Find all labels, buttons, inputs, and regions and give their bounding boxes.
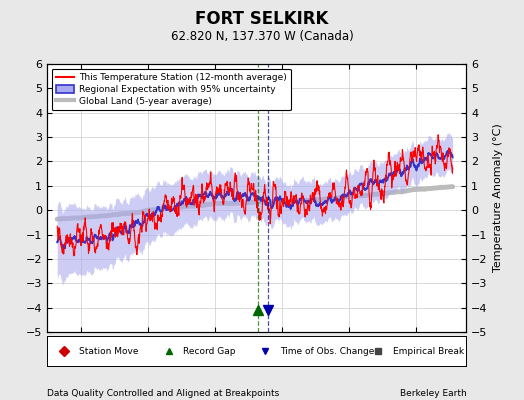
Text: Time of Obs. Change: Time of Obs. Change <box>280 346 374 356</box>
Text: Empirical Break: Empirical Break <box>393 346 464 356</box>
Text: Record Gap: Record Gap <box>183 346 236 356</box>
Text: FORT SELKIRK: FORT SELKIRK <box>195 10 329 28</box>
Text: Data Quality Controlled and Aligned at Breakpoints: Data Quality Controlled and Aligned at B… <box>47 389 279 398</box>
Text: Station Move: Station Move <box>79 346 138 356</box>
Legend: This Temperature Station (12-month average), Regional Expectation with 95% uncer: This Temperature Station (12-month avera… <box>52 68 291 110</box>
Text: Berkeley Earth: Berkeley Earth <box>400 389 466 398</box>
Text: 62.820 N, 137.370 W (Canada): 62.820 N, 137.370 W (Canada) <box>171 30 353 43</box>
Y-axis label: Temperature Anomaly (°C): Temperature Anomaly (°C) <box>493 124 503 272</box>
